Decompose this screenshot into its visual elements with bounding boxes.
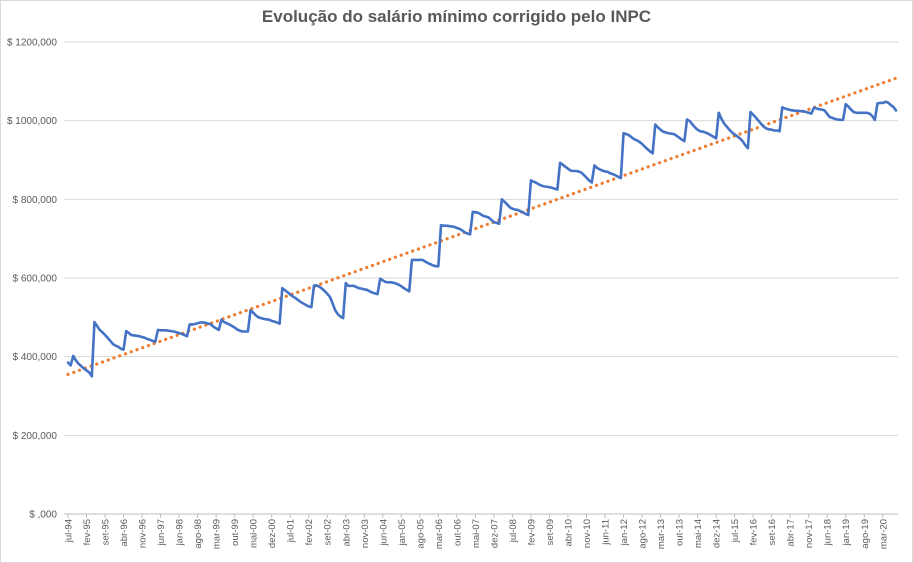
trendline <box>66 76 898 376</box>
y-axis-tick-labels: $ ,000 $ 200,000 $ 400,000 $ 600,000 $ 800,0… <box>7 38 57 521</box>
y-tick-label: $ 1000,000 <box>7 116 57 127</box>
x-tick-label: ago-05 <box>415 519 426 549</box>
x-tick-label: jul-01 <box>286 519 297 543</box>
x-tick-label: fev-16 <box>749 519 760 545</box>
x-tick-label: mai-00 <box>249 519 260 548</box>
y-tick-label: $ 600,000 <box>13 274 58 285</box>
x-tick-label: jan-19 <box>841 519 852 546</box>
chart-title: Evolução do salário mínimo corrigido pel… <box>261 7 652 26</box>
gridlines <box>64 41 898 515</box>
x-tick-label: mar-99 <box>212 519 223 549</box>
x-tick-label: mar-13 <box>656 519 667 549</box>
x-tick-label: nov-96 <box>138 519 149 548</box>
x-tick-label: set-02 <box>323 519 334 545</box>
x-tick-label: mai-07 <box>471 519 482 548</box>
y-tick-label: $ 800,000 <box>13 195 58 206</box>
x-tick-label: mar-06 <box>434 519 445 549</box>
x-tick-label: jun-97 <box>156 519 167 546</box>
x-tick-label: jun-11 <box>601 519 612 546</box>
x-tick-label: jan-98 <box>175 519 186 546</box>
x-tick-label: abr-17 <box>786 519 797 546</box>
x-tick-label: set-09 <box>545 519 556 545</box>
x-tick-label: dez-07 <box>489 519 500 548</box>
x-tick-label: dez-00 <box>267 519 278 548</box>
x-tick-label: nov-10 <box>582 519 593 548</box>
x-tick-label: jul-08 <box>508 519 519 543</box>
x-tick-label: jan-12 <box>619 519 630 546</box>
x-tick-label: jun-04 <box>378 519 389 546</box>
y-tick-label: $ 200,000 <box>13 431 58 442</box>
x-tick-label: fev-09 <box>526 519 537 545</box>
y-tick-label: $ ,000 <box>29 510 57 521</box>
x-tick-label: out-06 <box>452 519 463 546</box>
x-tick-label: jun-18 <box>823 519 834 546</box>
x-tick-label: abr-10 <box>563 519 574 546</box>
x-tick-label: jan-05 <box>397 519 408 546</box>
x-tick-label: abr-96 <box>119 519 130 546</box>
x-tick-label: nov-03 <box>360 519 371 548</box>
x-tick-label: mar-20 <box>878 519 889 549</box>
y-tick-label: $ 400,000 <box>13 352 58 363</box>
x-tick-label: abr-03 <box>341 519 352 546</box>
x-tick-label: dez-14 <box>712 519 723 548</box>
salario-line <box>66 100 898 378</box>
x-tick-label: out-99 <box>230 519 241 546</box>
x-tick-label: fev-02 <box>304 519 315 545</box>
y-tick-label: $ 1200,000 <box>7 38 57 49</box>
x-tick-label: ago-12 <box>638 519 649 549</box>
x-tick-label: set-95 <box>101 519 112 545</box>
x-tick-label: ago-98 <box>193 519 204 549</box>
x-tick-label: ago-19 <box>860 519 871 549</box>
trendline-path <box>66 76 898 376</box>
x-axis <box>67 514 884 518</box>
series-lines <box>66 100 898 378</box>
x-tick-label: fev-95 <box>82 519 93 545</box>
x-axis-tick-labels: jul-94 fev-95 set-95 abr-96 nov-96 jun-97 jan-… <box>64 519 890 549</box>
x-tick-label: out-13 <box>675 519 686 546</box>
x-tick-label: nov-17 <box>804 519 815 548</box>
x-tick-label: set-16 <box>767 519 778 545</box>
x-tick-label: jul-94 <box>64 519 75 543</box>
x-tick-label: jul-15 <box>730 519 741 543</box>
x-tick-label: mai-14 <box>693 519 704 548</box>
